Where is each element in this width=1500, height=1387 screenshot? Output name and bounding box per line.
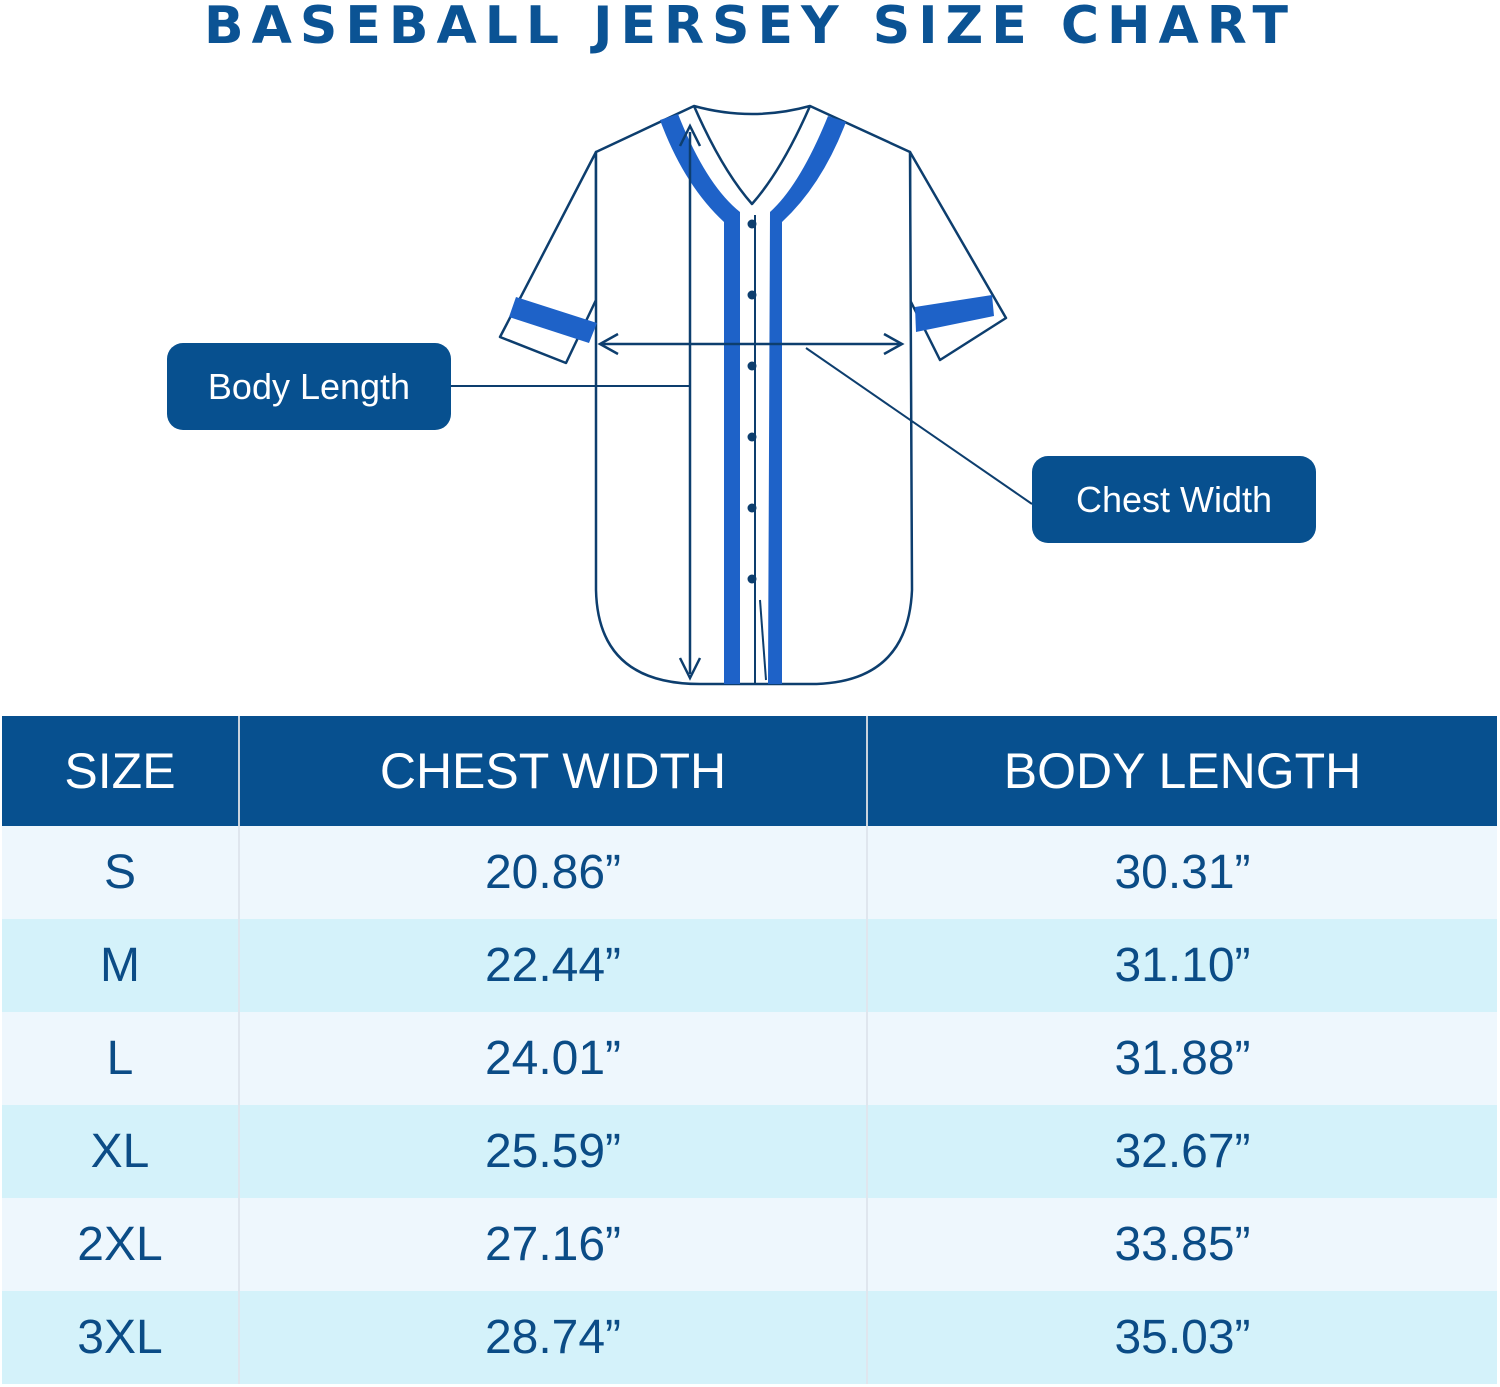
- sleeve-stripes: [509, 295, 994, 343]
- chest-width-arrow: [597, 332, 905, 356]
- table-row: 2XL 27.16” 33.85”: [2, 1198, 1497, 1291]
- chest-width-cell: 24.01”: [238, 1012, 867, 1105]
- header-body-length: BODY LENGTH: [866, 716, 1497, 826]
- header-chest-width: CHEST WIDTH: [238, 716, 867, 826]
- chest-width-cell: 25.59”: [238, 1105, 867, 1198]
- size-cell: 2XL: [2, 1198, 239, 1291]
- body-length-callout: Body Length: [167, 343, 451, 430]
- table-header-row: SIZE CHEST WIDTH BODY LENGTH: [2, 716, 1497, 826]
- body-length-cell: 31.88”: [866, 1012, 1497, 1105]
- table-row: M 22.44” 31.10”: [2, 919, 1497, 1012]
- table-row: 3XL 28.74” 35.03”: [2, 1291, 1497, 1384]
- chest-width-callout: Chest Width: [1032, 456, 1316, 543]
- size-chart-table: SIZE CHEST WIDTH BODY LENGTH S 20.86” 30…: [2, 716, 1497, 1384]
- body-length-cell: 30.31”: [866, 826, 1497, 919]
- chest-width-cell: 20.86”: [238, 826, 867, 919]
- body-length-cell: 31.10”: [866, 919, 1497, 1012]
- chest-width-leader: [805, 347, 1033, 505]
- chest-width-cell: 27.16”: [238, 1198, 867, 1291]
- size-cell: XL: [2, 1105, 239, 1198]
- chest-width-cell: 22.44”: [238, 919, 867, 1012]
- body-length-arrow: [678, 123, 702, 681]
- size-cell: 3XL: [2, 1291, 239, 1384]
- table-row: XL 25.59” 32.67”: [2, 1105, 1497, 1198]
- body-length-cell: 33.85”: [866, 1198, 1497, 1291]
- chest-width-cell: 28.74”: [238, 1291, 867, 1384]
- placket-trim: [660, 114, 846, 684]
- table-row: L 24.01” 31.88”: [2, 1012, 1497, 1105]
- header-size: SIZE: [2, 716, 239, 826]
- page-title: BASEBALL JERSEY SIZE CHART: [204, 0, 1296, 56]
- body-length-cell: 35.03”: [866, 1291, 1497, 1384]
- placket-slit: [759, 599, 767, 681]
- size-cell: S: [2, 826, 239, 919]
- size-cell: M: [2, 919, 239, 1012]
- jersey-buttons: [747, 219, 757, 584]
- table-row: S 20.86” 30.31”: [2, 826, 1497, 919]
- size-cell: L: [2, 1012, 239, 1105]
- body-length-cell: 32.67”: [866, 1105, 1497, 1198]
- jersey-diagram: [451, 104, 1033, 686]
- jersey-outline: [498, 104, 1008, 686]
